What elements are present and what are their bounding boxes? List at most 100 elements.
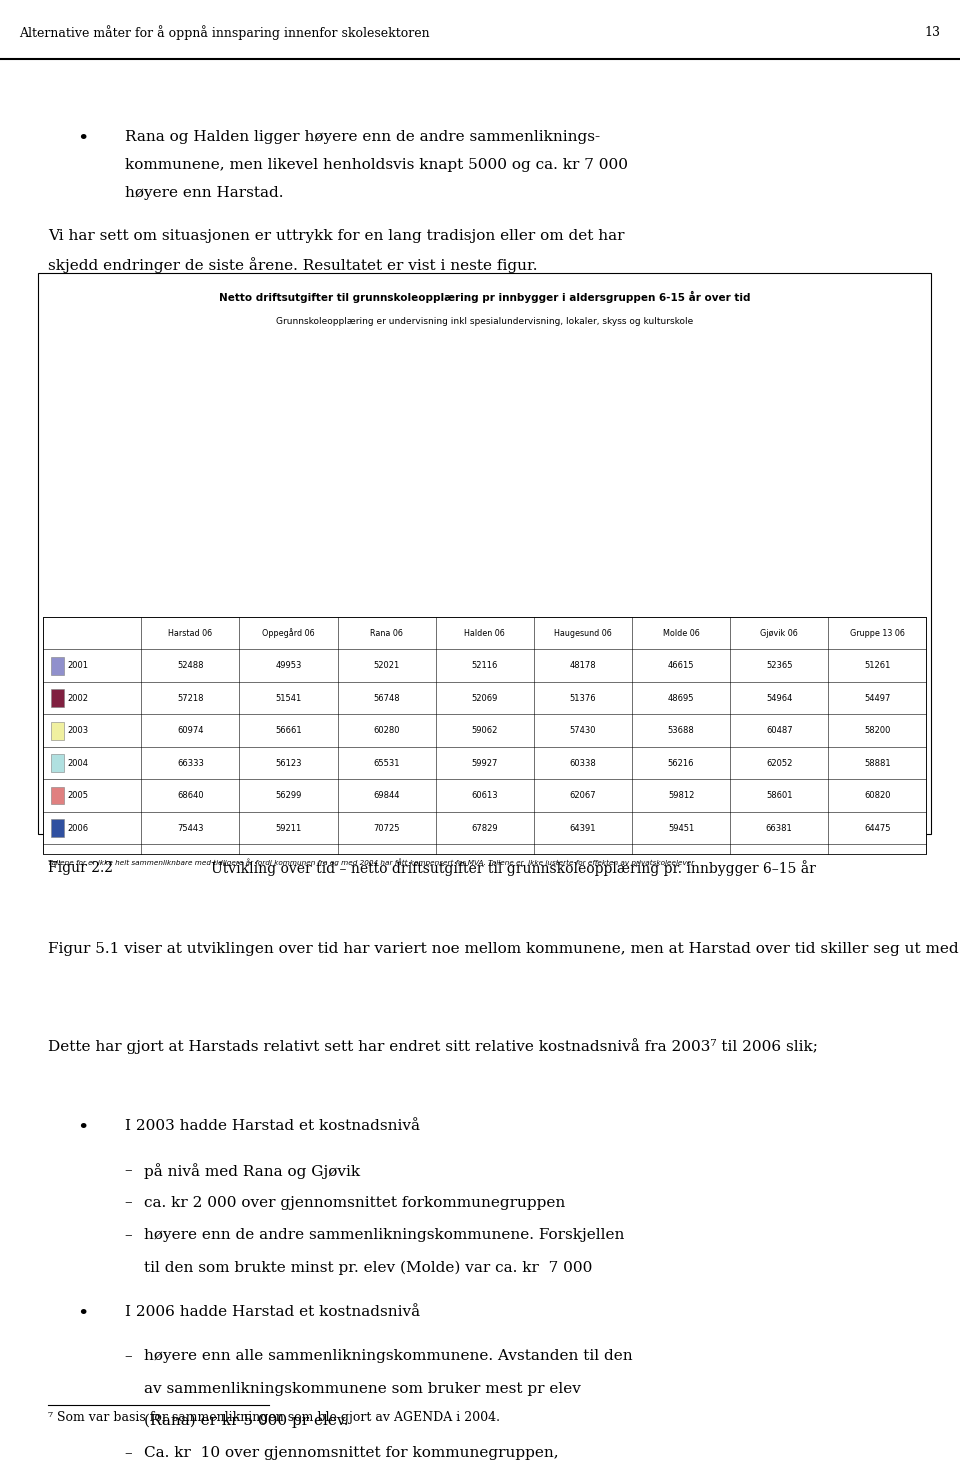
- Text: 60280: 60280: [373, 726, 400, 735]
- Text: Netto driftsutgifter til grunnskoleopplæring pr innbygger i aldersgruppen 6-15 å: Netto driftsutgifter til grunnskoleopplæ…: [219, 291, 751, 303]
- Bar: [850, 428, 862, 605]
- Text: Molde 06: Molde 06: [662, 629, 700, 638]
- Text: 59812: 59812: [668, 791, 694, 800]
- Text: 64391: 64391: [569, 824, 596, 832]
- Text: 60613: 60613: [471, 791, 498, 800]
- Text: 56123: 56123: [276, 759, 301, 768]
- Bar: [465, 422, 476, 605]
- Text: Figur 5.1 viser at utviklingen over tid har variert noe mellom kommunene, men at: Figur 5.1 viser at utviklingen over tid …: [48, 942, 960, 955]
- Bar: [836, 440, 849, 605]
- Bar: [252, 432, 264, 605]
- Text: 56661: 56661: [276, 726, 301, 735]
- Text: høyere enn alle sammenlikningskommunene. Avstanden til den: høyere enn alle sammenlikningskommunene.…: [144, 1349, 633, 1362]
- Bar: [438, 447, 450, 605]
- Text: Halden 06: Halden 06: [465, 629, 505, 638]
- Text: 60974: 60974: [178, 726, 204, 735]
- Bar: [451, 425, 464, 605]
- Bar: [491, 399, 503, 605]
- Text: 60338: 60338: [569, 759, 596, 768]
- Text: 64475: 64475: [864, 824, 891, 832]
- Text: 62067: 62067: [569, 791, 596, 800]
- Text: høyere enn de andre sammenlikningskommunene. Forskjellen: høyere enn de andre sammenlikningskommun…: [144, 1228, 624, 1241]
- Bar: [723, 446, 735, 605]
- Text: 75443: 75443: [178, 824, 204, 832]
- Text: –: –: [125, 1446, 132, 1460]
- Text: 66381: 66381: [766, 824, 793, 832]
- Text: I 2003 hadde Harstad et kostnadsnivå: I 2003 hadde Harstad et kostnadsnivå: [125, 1119, 420, 1132]
- Bar: [179, 396, 191, 605]
- Bar: [763, 416, 776, 605]
- Bar: [226, 453, 237, 605]
- Text: 69844: 69844: [373, 791, 400, 800]
- Text: 59211: 59211: [276, 824, 301, 832]
- Text: 51541: 51541: [276, 694, 301, 703]
- Bar: [153, 419, 164, 605]
- Bar: [790, 403, 802, 605]
- Bar: [192, 375, 204, 605]
- Text: 2001: 2001: [68, 661, 88, 670]
- Text: –: –: [125, 1196, 132, 1209]
- Bar: [736, 438, 749, 605]
- Text: 2005: 2005: [68, 791, 88, 800]
- Text: 52116: 52116: [471, 661, 498, 670]
- Text: 13: 13: [924, 27, 941, 40]
- Text: –: –: [125, 1349, 132, 1362]
- Bar: [278, 434, 291, 605]
- Text: Gruppe 13 06: Gruppe 13 06: [850, 629, 904, 638]
- Bar: [324, 447, 337, 605]
- Bar: [239, 449, 251, 605]
- Text: 51261: 51261: [864, 661, 891, 670]
- Text: 57218: 57218: [178, 694, 204, 703]
- Bar: [677, 424, 689, 605]
- Bar: [777, 427, 788, 605]
- Text: 2002: 2002: [68, 694, 88, 703]
- Text: 52021: 52021: [373, 661, 399, 670]
- Text: 52488: 52488: [178, 661, 204, 670]
- Text: ⁷ Som var basis for sammenlikningen som ble gjort av AGENDA i 2004.: ⁷ Som var basis for sammenlikningen som …: [48, 1411, 500, 1424]
- Bar: [524, 459, 537, 605]
- Text: 2003: 2003: [68, 726, 89, 735]
- Text: –: –: [125, 1163, 132, 1176]
- Text: Tallene for er ikke helt sammenliknbare med tidligere år fordi kommunen fra og m: Tallene for er ikke helt sammenliknbare …: [48, 859, 694, 866]
- Bar: [637, 458, 649, 605]
- Text: Vi har sett om situasjonen er uttrykk for en lang tradisjon eller om det har: Vi har sett om situasjonen er uttrykk fo…: [48, 229, 625, 242]
- Bar: [889, 409, 901, 605]
- Bar: [165, 403, 178, 605]
- Text: 67829: 67829: [471, 824, 498, 832]
- Bar: [424, 447, 437, 605]
- Text: skjedd endringer de siste årene. Resultatet er vist i neste figur.: skjedd endringer de siste årene. Resulta…: [48, 257, 538, 273]
- Text: 2006: 2006: [68, 824, 89, 832]
- Text: 49953: 49953: [276, 661, 301, 670]
- Text: 56748: 56748: [373, 694, 400, 703]
- Text: av sammenlikningskommunene som bruker mest pr elev: av sammenlikningskommunene som bruker me…: [144, 1382, 581, 1395]
- Text: 58200: 58200: [864, 726, 891, 735]
- Bar: [126, 446, 138, 605]
- Text: Harstad 06: Harstad 06: [168, 629, 212, 638]
- Bar: [292, 425, 304, 605]
- Text: 57430: 57430: [569, 726, 596, 735]
- Bar: [750, 421, 762, 605]
- Y-axis label: Kr pr innbyger i alderen 6-15 år: Kr pr innbyger i alderen 6-15 år: [61, 412, 72, 555]
- Text: til den som brukte minst pr. elev (Molde) var ca. kr  7 000: til den som brukte minst pr. elev (Molde…: [144, 1261, 592, 1275]
- Text: 56216: 56216: [668, 759, 694, 768]
- Text: Dette har gjort at Harstads relativt sett har endret sitt relative kostnadsnivå : Dette har gjort at Harstads relativt set…: [48, 1038, 818, 1054]
- Text: 56299: 56299: [276, 791, 301, 800]
- Bar: [624, 463, 636, 605]
- Text: Grunnskoleopplæring er undervisning inkl spesialundervisning, lokaler, skyss og : Grunnskoleopplæring er undervisning inkl…: [276, 317, 693, 326]
- Text: 2004: 2004: [68, 759, 88, 768]
- Bar: [265, 434, 277, 605]
- Bar: [590, 409, 603, 605]
- Bar: [876, 421, 888, 605]
- Text: 58881: 58881: [864, 759, 891, 768]
- Text: 66333: 66333: [177, 759, 204, 768]
- Text: •: •: [77, 130, 88, 148]
- Bar: [139, 431, 151, 605]
- Bar: [564, 422, 576, 605]
- Text: Utvikling over tid – netto driftsutgifter til grunnskoleopplæring pr. innbygger : Utvikling over tid – netto driftsutgifte…: [211, 861, 816, 877]
- Text: 54964: 54964: [766, 694, 792, 703]
- Bar: [650, 441, 662, 605]
- Text: –: –: [125, 1228, 132, 1241]
- Text: 59927: 59927: [471, 759, 498, 768]
- Text: 70725: 70725: [373, 824, 400, 832]
- Bar: [690, 424, 703, 605]
